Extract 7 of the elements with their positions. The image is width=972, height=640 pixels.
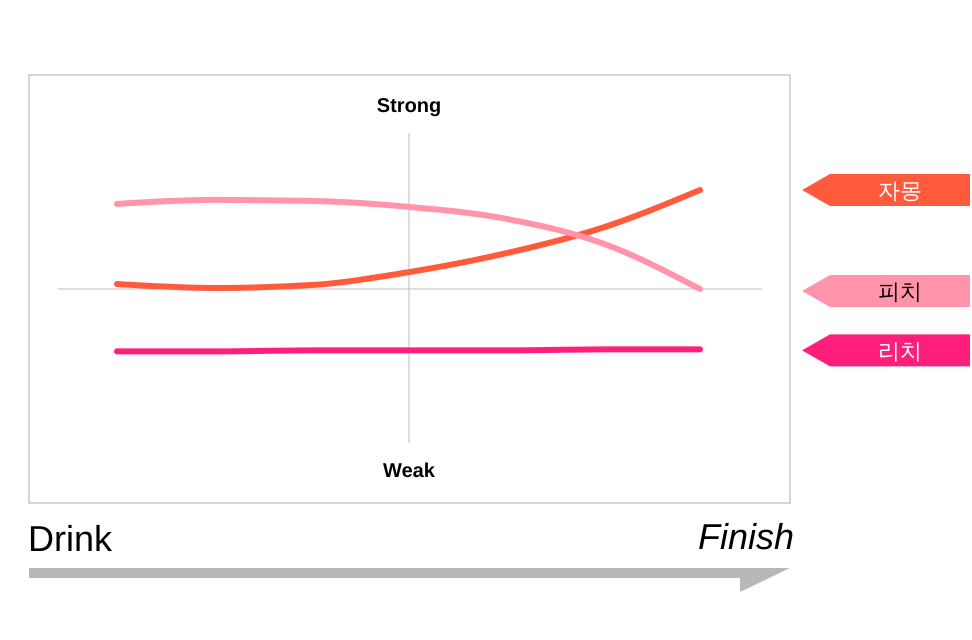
text: Weak [383,460,436,482]
text: Strong [376,95,442,117]
text: Drink [28,518,114,559]
text: 리치 [878,339,922,364]
text: Finish [698,516,794,557]
text: 피치 [878,280,922,305]
text: 자몽 [878,179,922,204]
